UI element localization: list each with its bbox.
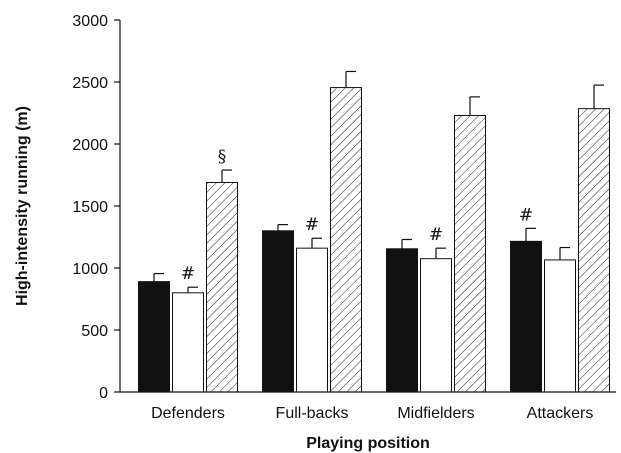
bar — [173, 293, 204, 392]
y-tick-label: 3000 — [72, 13, 108, 30]
bar — [331, 88, 362, 392]
annotation-label: # — [305, 215, 319, 235]
y-tick-label: 2000 — [72, 137, 108, 154]
x-tick-label: Full-backs — [276, 405, 349, 422]
bar — [579, 109, 610, 392]
bar — [511, 241, 542, 392]
x-axis-title: Playing position — [306, 435, 430, 452]
bar — [263, 231, 294, 392]
bar — [207, 182, 238, 392]
annotation-label: # — [181, 264, 195, 284]
bars-layer — [139, 71, 610, 392]
bar — [455, 115, 486, 392]
y-tick-label: 500 — [81, 323, 108, 340]
y-tick-label: 1500 — [72, 199, 108, 216]
bar — [387, 249, 418, 392]
x-tick-label: Midfielders — [397, 405, 474, 422]
bar — [421, 259, 452, 392]
annotation-label: # — [429, 225, 443, 245]
y-tick-label: 1000 — [72, 261, 108, 278]
y-tick-label: 2500 — [72, 75, 108, 92]
y-tick-label: 0 — [99, 385, 108, 402]
x-tick-label: Attackers — [527, 405, 594, 422]
bar — [139, 282, 170, 392]
bar — [545, 260, 576, 392]
annotation-label: § — [218, 147, 227, 167]
x-tick-label: Defenders — [151, 405, 225, 422]
annotation-label: # — [519, 205, 533, 225]
x-tick-labels: Defenders Full-backs Midfielders Attackers — [151, 405, 593, 422]
y-axis-title: High-intensity running (m) — [14, 106, 31, 306]
y-ticks: 0 500 1000 1500 2000 2500 3000 — [72, 13, 120, 402]
bar — [297, 248, 328, 392]
